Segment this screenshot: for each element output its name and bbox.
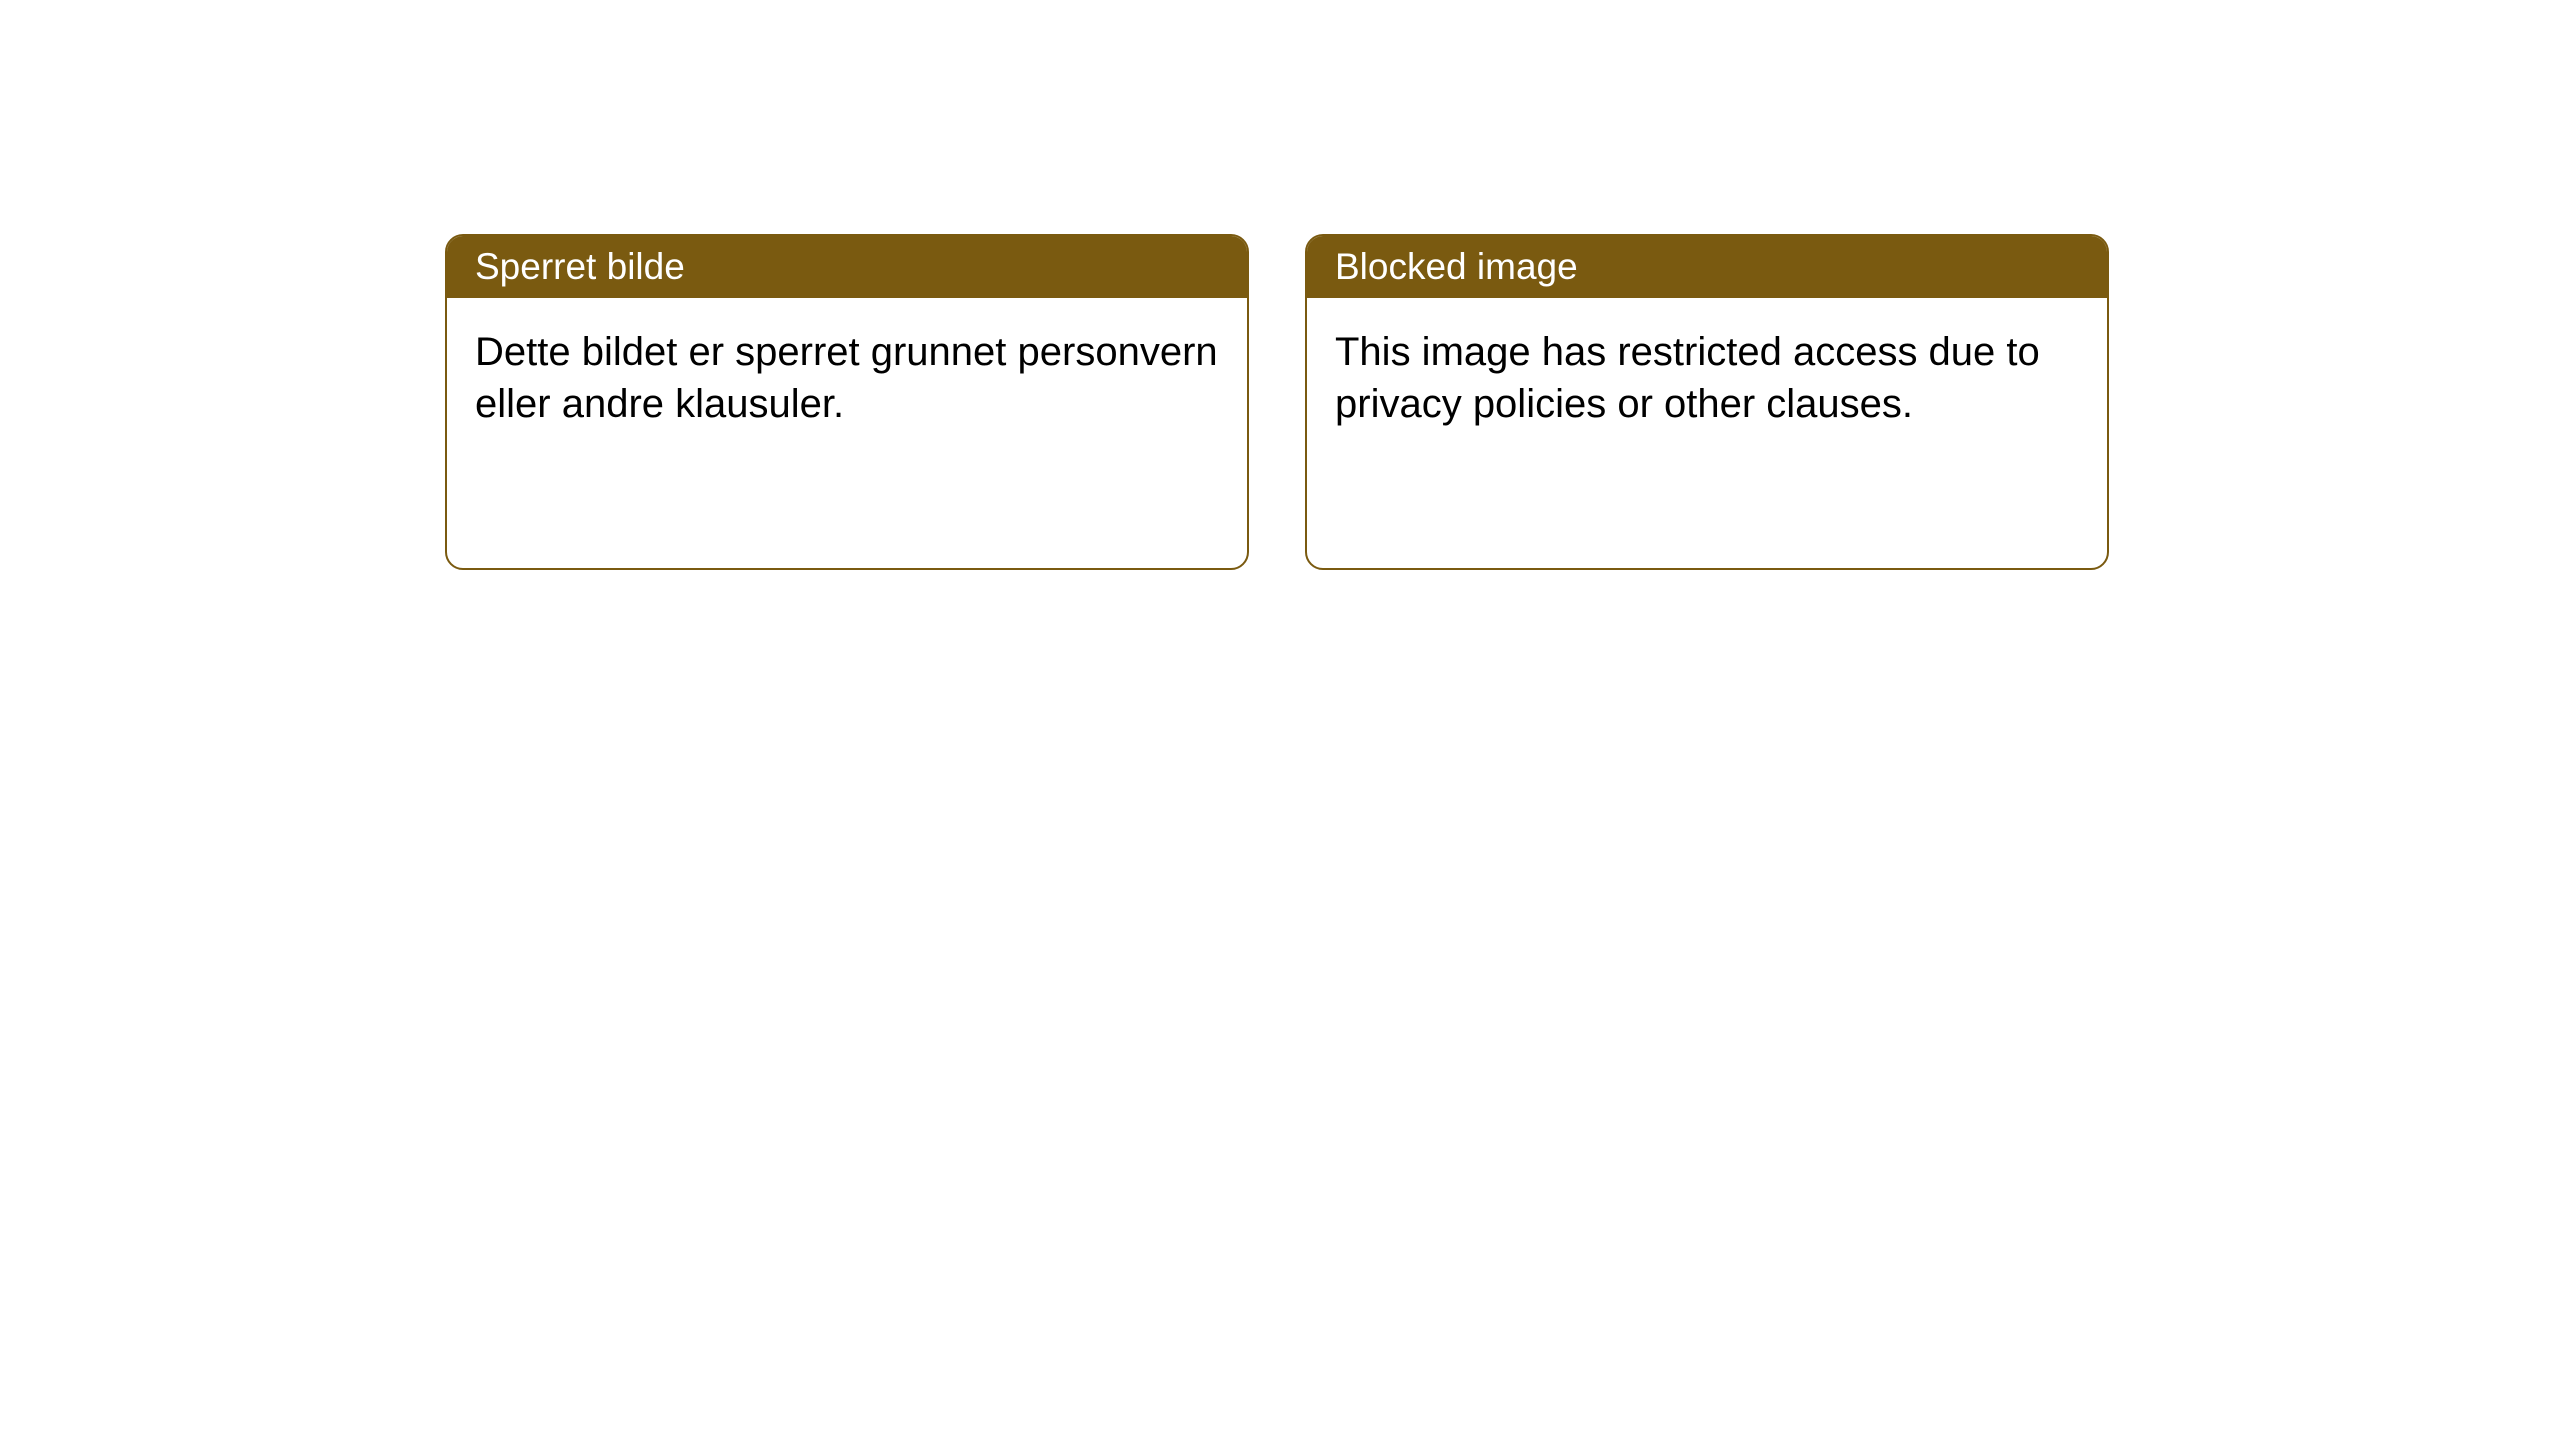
card-message: Dette bildet er sperret grunnet personve… (475, 326, 1219, 430)
blocked-card-english: Blocked image This image has restricted … (1305, 234, 2109, 570)
blocked-card-norwegian: Sperret bilde Dette bildet er sperret gr… (445, 234, 1249, 570)
card-body-norwegian: Dette bildet er sperret grunnet personve… (447, 298, 1247, 568)
card-header-english: Blocked image (1307, 236, 2107, 298)
card-message: This image has restricted access due to … (1335, 326, 2079, 430)
card-header-norwegian: Sperret bilde (447, 236, 1247, 298)
card-body-english: This image has restricted access due to … (1307, 298, 2107, 568)
blocked-image-cards: Sperret bilde Dette bildet er sperret gr… (445, 234, 2109, 570)
card-title: Blocked image (1335, 246, 1578, 287)
card-title: Sperret bilde (475, 246, 685, 287)
